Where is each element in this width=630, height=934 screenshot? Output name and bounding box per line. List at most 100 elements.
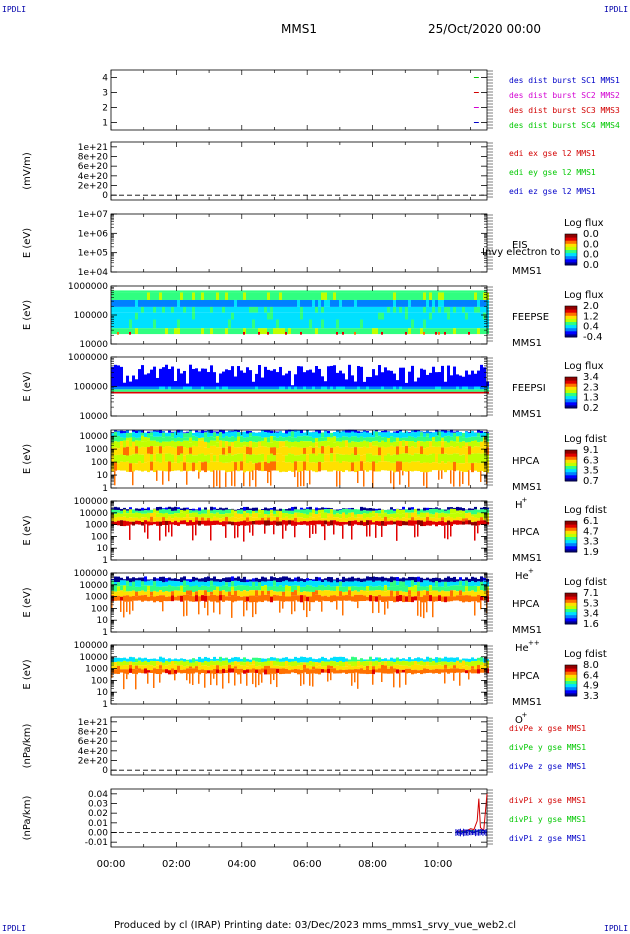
spectrogram-cell <box>144 520 147 525</box>
spectrogram-cell <box>123 440 126 448</box>
spectrogram-cell <box>408 462 411 471</box>
spectrogram-cell <box>186 299 189 307</box>
spectrogram-cell <box>324 507 327 510</box>
spectrogram-cell <box>426 595 429 602</box>
colorbar-cell <box>565 321 577 326</box>
spectrogram-cell <box>462 591 465 596</box>
spectrogram-cell <box>417 461 420 472</box>
spectrogram-cell <box>336 577 339 583</box>
spectrogram-cell <box>456 442 459 446</box>
spectrogram-cell <box>138 668 141 673</box>
spectrogram-cell <box>282 509 285 513</box>
spectrogram-cell <box>429 517 432 521</box>
spectrogram-cell <box>324 524 326 541</box>
spectrogram-cell <box>402 595 405 603</box>
spectrogram-cell <box>261 672 263 683</box>
spectrogram-cell <box>318 662 321 666</box>
spectrogram-cell <box>453 471 455 487</box>
y-tick-label: 1 <box>102 484 108 494</box>
spectrogram-cell <box>456 591 459 596</box>
spectrogram-cell <box>366 306 369 313</box>
spectrogram-cell <box>183 370 186 387</box>
spectrogram-cell <box>288 328 291 335</box>
colorbar-tick-label: 0.0 <box>583 260 599 271</box>
spectrogram-cell <box>186 661 189 666</box>
spectrogram-cell <box>369 669 372 674</box>
spectrogram-cell <box>153 446 156 455</box>
spectrogram-cell <box>207 576 210 582</box>
spectrogram-cell <box>339 586 342 592</box>
spectrogram-cell <box>291 520 294 526</box>
spectrogram-cell <box>441 441 444 448</box>
spectrogram-cell <box>369 391 372 394</box>
spectrogram-cell <box>207 429 210 433</box>
spectrogram-cell <box>387 596 390 601</box>
spectrogram-cell <box>471 389 474 392</box>
spectrogram-cell <box>273 660 276 666</box>
colorbar-cell <box>565 324 577 329</box>
spectrogram-cell <box>258 365 261 387</box>
spectrogram-cell <box>237 328 240 335</box>
spectrogram-cell <box>399 429 402 432</box>
spectrogram-cell <box>318 658 321 663</box>
spectrogram-cell <box>357 389 360 392</box>
spectrogram-cell <box>162 441 165 448</box>
spectrogram-cell <box>444 510 447 514</box>
spectrogram-cell <box>279 577 282 583</box>
spectrogram-cell <box>477 370 480 387</box>
spectrogram-cell <box>111 508 114 510</box>
spectrogram-cell <box>177 292 180 300</box>
spectrogram-cell <box>180 669 183 674</box>
spectrogram-cell <box>375 586 378 591</box>
spectrogram-cell <box>444 312 447 320</box>
spectrogram-cell <box>234 447 237 455</box>
spectrogram-cell <box>240 442 243 448</box>
spectrogram-cell <box>276 389 279 392</box>
spectrogram-cell <box>342 306 345 313</box>
spectrogram-cell <box>324 657 327 662</box>
spectrogram-cell <box>375 429 378 432</box>
spectrogram-cell <box>354 661 357 666</box>
colorbar-cell <box>565 380 577 384</box>
spectrogram-cell <box>255 442 258 448</box>
spectrogram-cell <box>168 446 171 454</box>
spectrogram-cell <box>312 666 315 670</box>
spectrogram-cell <box>420 432 423 437</box>
spectrogram-cell <box>333 656 336 662</box>
spectrogram-cell <box>456 453 459 463</box>
spectrogram-cell <box>201 446 204 454</box>
spectrogram-cell <box>471 666 474 669</box>
spectrogram-cell <box>186 507 189 510</box>
spectrogram-cell <box>195 328 198 335</box>
spectrogram-cell <box>408 666 411 669</box>
spectrogram-cell <box>285 520 288 526</box>
spectrogram-cell <box>402 586 405 592</box>
spectrogram-cell <box>417 510 420 515</box>
spectrogram-cell <box>300 454 303 462</box>
spectrogram-cell <box>420 436 423 442</box>
spectrogram-cell <box>348 442 351 448</box>
spectrogram-cell <box>297 665 300 670</box>
spectrogram-cell <box>201 658 204 663</box>
spectrogram-cell <box>303 435 306 442</box>
spectrogram-cell <box>132 577 135 582</box>
spectrogram-cell <box>207 432 210 437</box>
spectrogram-cell <box>141 430 144 433</box>
spectrogram-cell <box>318 577 321 581</box>
spectrogram-cell <box>396 433 399 438</box>
spectrogram-cell <box>309 585 312 592</box>
spectrogram-cell <box>162 447 165 454</box>
spectrogram-cell <box>360 312 363 320</box>
spectrogram-cell <box>387 581 390 587</box>
spectrogram-cell <box>216 581 219 587</box>
spectrogram-cell <box>300 440 303 448</box>
spectrogram-cell <box>387 586 390 591</box>
spectrogram-cell <box>258 312 261 320</box>
spectrogram-cell <box>435 581 438 587</box>
spectrogram-cell <box>312 432 315 438</box>
spectrogram-cell <box>306 436 309 442</box>
spectrogram-cell <box>318 580 321 586</box>
spectrogram-cell <box>243 306 246 313</box>
spectrogram-cell <box>315 430 318 432</box>
spectrogram-cell <box>327 312 330 320</box>
